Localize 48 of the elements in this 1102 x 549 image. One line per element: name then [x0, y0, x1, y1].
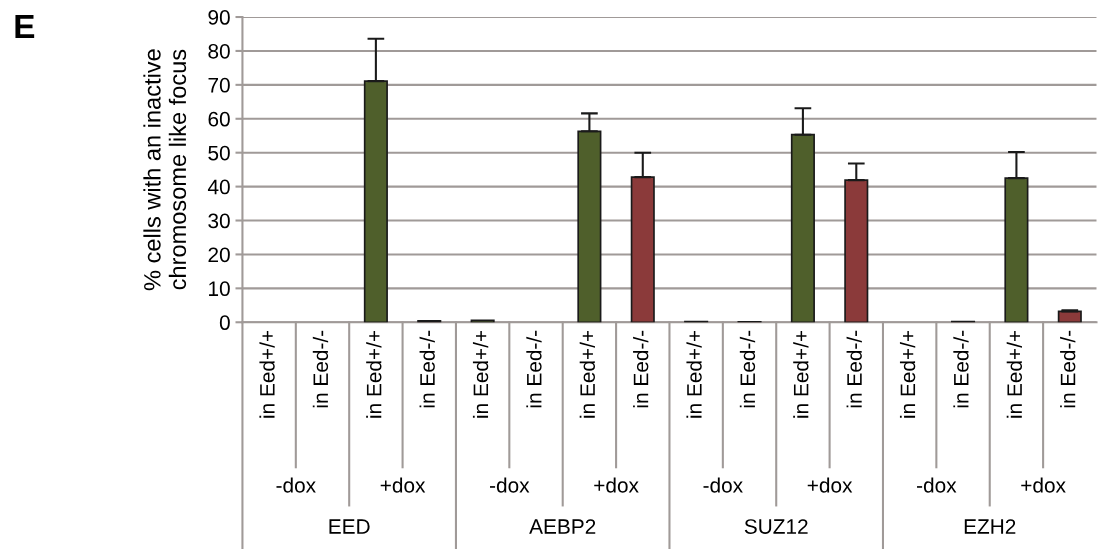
x-tick-label: in Eed-/- — [633, 330, 649, 408]
y-tick-label: 60 — [208, 111, 230, 127]
y-axis-title: % cells with an inactive chromosome like focus — [143, 49, 187, 291]
y-tick-label: 0 — [219, 315, 230, 331]
text: E — [15, 14, 35, 38]
x-tick-label: in Eed-/- — [739, 330, 756, 408]
text: -dox — [703, 477, 743, 493]
text: EZH2 — [964, 519, 1016, 534]
x-tick-label: in Eed+/+ — [899, 330, 916, 418]
text: -dox — [489, 477, 530, 493]
x-tick-label: in Eed-/- — [419, 330, 435, 408]
bar — [470, 319, 495, 323]
text: EED — [329, 519, 370, 534]
text: +dox — [594, 477, 639, 493]
x-tick-label: in Eed+/+ — [366, 330, 382, 418]
bar — [577, 130, 602, 323]
bar — [1057, 310, 1082, 323]
text: AEBP2 — [529, 519, 596, 534]
x-tick-label: in Eed+/+ — [472, 330, 489, 418]
text: +dox — [380, 477, 426, 493]
y-tick-label: 70 — [208, 77, 230, 93]
y-tick-label: 10 — [209, 281, 230, 297]
x-tick-label: in Eed-/- — [953, 330, 969, 408]
text: -dox — [276, 477, 316, 493]
bar — [844, 179, 869, 323]
x-tick-label: in Eed-/- — [526, 330, 542, 408]
x-tick-label: in Eed+/+ — [793, 330, 809, 418]
x-tick-label: in Eed-/- — [312, 330, 329, 408]
bar — [1004, 177, 1029, 323]
x-tick-label: in Eed+/+ — [579, 330, 595, 418]
x-tick-label: in Eed-/- — [846, 330, 862, 408]
x-tick-label: in Eed+/+ — [686, 330, 702, 418]
x-tick-label: in Eed+/+ — [259, 330, 275, 418]
text: +dox — [807, 477, 853, 493]
y-tick-label: 80 — [208, 43, 230, 59]
y-tick-label: 50 — [208, 145, 230, 161]
text: -dox — [917, 477, 957, 493]
bar — [790, 133, 815, 323]
x-tick-label: in Eed-/- — [1060, 330, 1076, 408]
y-tick-label: 40 — [207, 179, 230, 195]
text: +dox — [1021, 477, 1066, 493]
y-tick-label: 20 — [208, 247, 230, 263]
bar — [363, 80, 388, 323]
bar — [630, 176, 655, 323]
x-tick-label: in Eed+/+ — [1006, 330, 1023, 418]
text: SUZ12 — [744, 519, 808, 534]
y-tick-label: 30 — [208, 213, 230, 229]
y-tick-label: 90 — [208, 10, 230, 25]
